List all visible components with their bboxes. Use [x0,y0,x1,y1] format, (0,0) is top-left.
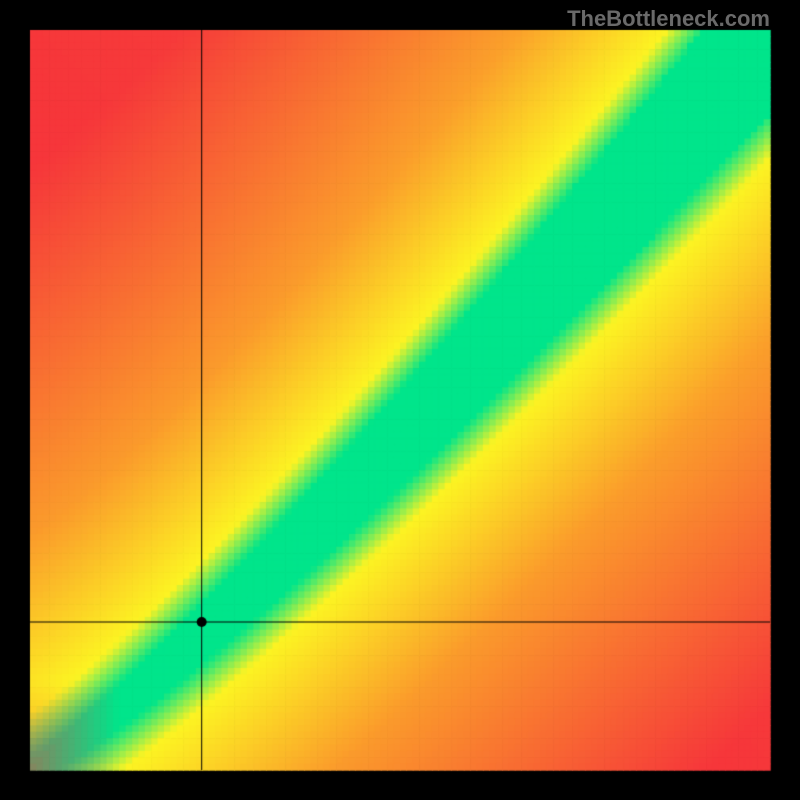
bottleneck-heatmap [0,0,800,800]
chart-container: TheBottleneck.com [0,0,800,800]
watermark-text: TheBottleneck.com [567,6,770,32]
